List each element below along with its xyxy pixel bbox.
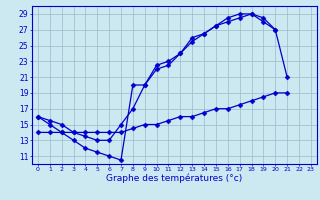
X-axis label: Graphe des températures (°c): Graphe des températures (°c) bbox=[106, 174, 243, 183]
